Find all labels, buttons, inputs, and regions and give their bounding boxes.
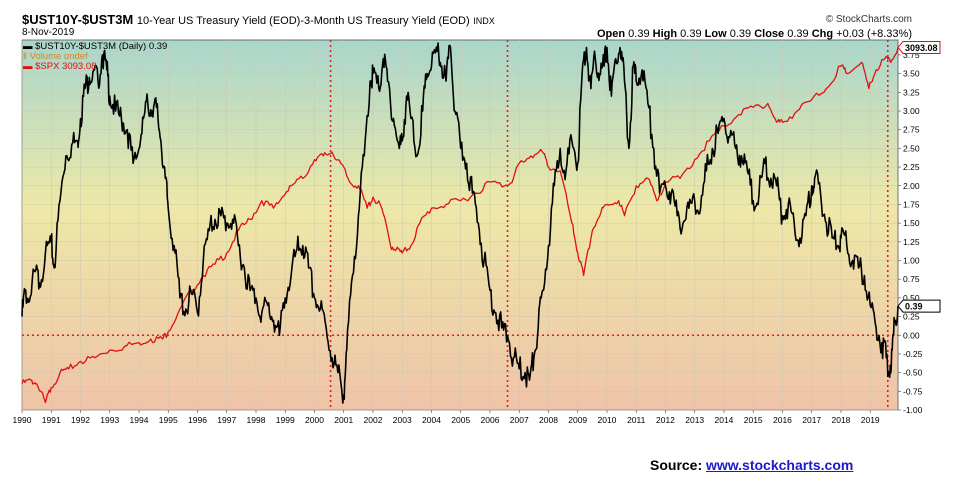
legend-volume-label: Volume undef xyxy=(29,51,88,62)
ohlc-readout: Open 0.39 High 0.39 Low 0.39 Close 0.39 … xyxy=(597,28,912,40)
x-tick-label: 2002 xyxy=(364,415,383,425)
x-tick-label: 2015 xyxy=(744,415,763,425)
brand-label: © StockCharts.com xyxy=(825,14,912,25)
legend-spx: ▬ $SPX 3093.08 xyxy=(23,62,167,72)
x-tick-label: 1996 xyxy=(188,415,207,425)
legend-spread-label: $UST10Y-$UST3M (Daily) 0.39 xyxy=(35,41,168,52)
spread-line xyxy=(21,42,899,404)
y-tick-label: 3.50 xyxy=(903,69,920,79)
series-lines xyxy=(21,42,899,404)
y-tick-label: 2.00 xyxy=(903,181,920,191)
x-tick-label: 2001 xyxy=(334,415,353,425)
y-tick-label: -0.50 xyxy=(903,368,923,378)
chart-date: 8-Nov-2019 xyxy=(22,27,75,38)
x-tick-label: 2019 xyxy=(861,415,880,425)
gridlines xyxy=(21,40,898,411)
volume-bars-icon: ‖ xyxy=(23,51,27,62)
low-value: 0.39 xyxy=(729,28,752,40)
y-tick-label: -1.00 xyxy=(903,405,923,415)
y-tick-label: 0.50 xyxy=(903,293,920,303)
y-tick-label: -0.25 xyxy=(903,349,923,359)
chart-title: $UST10Y-$UST3M 10-Year US Treasury Yield… xyxy=(22,12,495,27)
x-tick-label: 1992 xyxy=(71,415,90,425)
y-tick-label: 0.00 xyxy=(903,330,920,340)
x-tick-label: 2009 xyxy=(568,415,587,425)
y-axis: 3.75 3.50 3.25 3.00 2.75 2.50 2.25 2.00 1.75 1.50… xyxy=(898,50,923,415)
spread-last-value-text: 0.39 xyxy=(905,302,923,312)
last-value-labels: 3093.08 0.39 xyxy=(897,40,941,313)
source-link[interactable]: www.stockcharts.com xyxy=(706,457,854,473)
x-tick-label: 2013 xyxy=(685,415,704,425)
close-label: Close xyxy=(754,28,785,40)
open-label: Open xyxy=(596,28,626,40)
x-tick-label: 1990 xyxy=(13,415,32,425)
x-axis: 1990 1991 1992 1993 1994 1995 1996 1997 1998 1999… xyxy=(13,410,880,425)
y-tick-label: 2.50 xyxy=(903,143,920,153)
legend-spx-swatch: ▬ xyxy=(23,61,33,72)
high-value: 0.39 xyxy=(680,28,702,40)
spread-last-value-box xyxy=(897,299,941,313)
x-tick-label: 2017 xyxy=(802,415,821,425)
x-tick-label: 2007 xyxy=(510,415,529,425)
x-tick-label: 2003 xyxy=(393,415,412,425)
x-tick-label: 1999 xyxy=(276,415,295,425)
y-tick-label: 0.75 xyxy=(903,274,920,284)
low-label: Low xyxy=(704,28,727,40)
legend-spread-swatch: ▬ xyxy=(23,41,33,52)
y-tick-label: 1.75 xyxy=(903,199,920,209)
y-tick-label: 3.75 xyxy=(903,50,920,60)
chg-label: Chg xyxy=(811,28,834,40)
source-label: Source: xyxy=(650,457,703,473)
x-tick-label: 2010 xyxy=(598,415,617,425)
y-tick-label: 2.25 xyxy=(903,162,920,172)
x-tick-label: 2000 xyxy=(305,415,324,425)
spx-line xyxy=(21,47,899,404)
close-value: 0.39 xyxy=(787,28,809,40)
x-tick-label: 2008 xyxy=(539,415,558,425)
symbol-label: $UST10Y-$UST3M xyxy=(22,12,134,27)
legend: ▬ $UST10Y-$UST3M (Daily) 0.39 ‖ Volume u… xyxy=(23,42,167,72)
index-tag: INDX xyxy=(473,16,495,26)
y-tick-label: 2.75 xyxy=(903,125,920,135)
y-tick-label: 1.50 xyxy=(903,218,920,228)
spx-last-value-box xyxy=(897,40,941,54)
y-tick-label: 3.00 xyxy=(903,106,920,116)
x-tick-label: 2012 xyxy=(656,415,675,425)
x-tick-label: 2005 xyxy=(451,415,470,425)
chg-value: +0.03 (+8.33%) xyxy=(836,28,912,40)
x-tick-label: 2004 xyxy=(422,415,441,425)
high-label: High xyxy=(652,28,678,40)
legend-spx-label: $SPX 3093.08 xyxy=(35,61,97,72)
legend-volume: ‖ Volume undef xyxy=(23,52,167,62)
spx-last-value-text: 3093.08 xyxy=(905,43,938,53)
plot-background xyxy=(21,39,899,411)
x-tick-label: 2006 xyxy=(481,415,500,425)
x-tick-label: 1994 xyxy=(130,415,149,425)
open-value: 0.39 xyxy=(628,28,650,40)
y-tick-label: 1.25 xyxy=(903,237,920,247)
x-tick-label: 1998 xyxy=(247,415,266,425)
x-tick-label: 1995 xyxy=(159,415,178,425)
x-tick-label: 1993 xyxy=(100,415,119,425)
x-tick-label: 2016 xyxy=(773,415,792,425)
x-tick-label: 2018 xyxy=(832,415,851,425)
legend-spread: ▬ $UST10Y-$UST3M (Daily) 0.39 xyxy=(23,42,167,52)
x-tick-label: 2011 xyxy=(627,415,646,425)
y-tick-label: 3.25 xyxy=(903,87,920,97)
x-tick-label: 2014 xyxy=(715,415,734,425)
x-tick-label: 1997 xyxy=(217,415,236,425)
source-note: Source: www.stockcharts.com xyxy=(650,457,853,473)
y-tick-label: -0.75 xyxy=(903,386,923,396)
symbol-description: 10-Year US Treasury Yield (EOD)-3-Month … xyxy=(136,15,470,27)
x-tick-label: 1991 xyxy=(42,415,61,425)
y-tick-label: 1.00 xyxy=(903,256,920,266)
y-tick-label: 0.25 xyxy=(903,312,920,322)
